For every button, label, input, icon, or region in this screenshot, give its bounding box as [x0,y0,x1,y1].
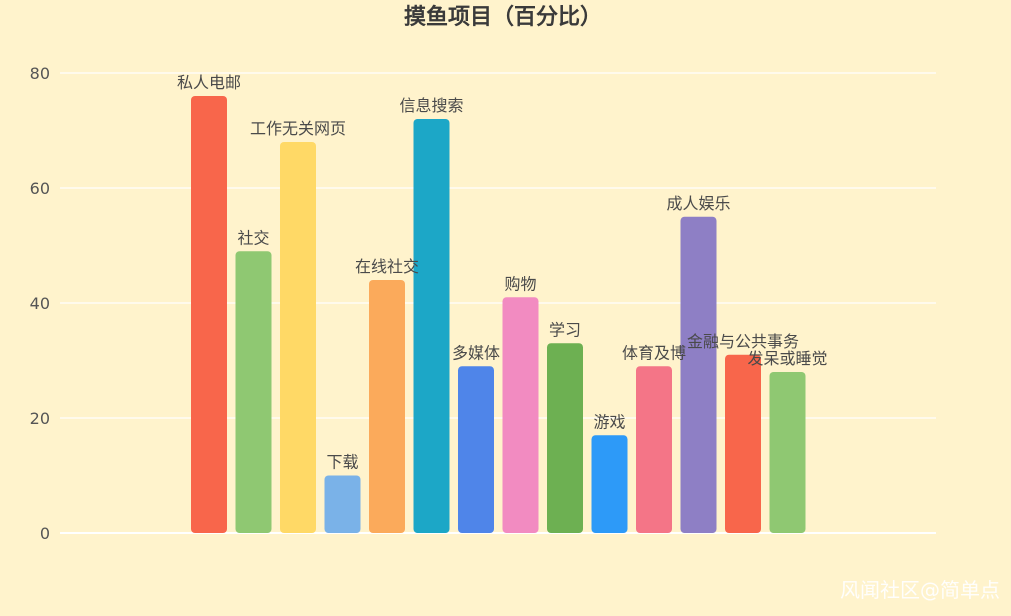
bar-3[interactable] [324,475,361,534]
watermark: 风闻社区@简单点 [840,578,1000,602]
bar-5[interactable] [413,119,450,533]
bar-11[interactable] [680,216,717,533]
bar-2[interactable] [280,142,316,533]
bar-label-0: 私人电邮 [177,73,241,92]
bar-label-7: 购物 [504,274,536,293]
bar-label-2: 工作无关网页 [250,119,346,138]
bar-label-12: 金融与公共事务 [687,332,799,351]
bar-10[interactable] [636,366,672,533]
bar-label-3: 下载 [326,453,358,472]
bar-7[interactable] [502,297,539,533]
bar-6[interactable] [458,366,494,533]
bar-label-5: 信息搜索 [399,96,463,115]
bar-label-10: 体育及博 [622,343,686,362]
y-tick-label: 60 [30,179,50,198]
bar-label-6: 多媒体 [452,343,500,362]
bar-label-8: 学习 [549,320,581,339]
y-axis: 0 20 40 60 80 [30,64,50,543]
bar-12[interactable] [725,354,761,533]
bar-label-11: 成人娱乐 [666,194,730,213]
y-tick-label: 40 [30,294,50,313]
bar-13[interactable] [769,372,806,533]
bar-label-1: 社交 [237,228,269,247]
bar-8[interactable] [547,343,583,533]
bars [191,96,806,533]
bar-label-9: 游戏 [593,412,625,431]
y-tick-label: 80 [30,64,50,83]
y-tick-label: 0 [40,524,50,543]
chart-title: 摸鱼项目（百分比） [404,4,602,30]
y-tick-label: 20 [30,409,50,428]
bar-4[interactable] [369,280,405,533]
bar-1[interactable] [235,251,272,533]
bar-0[interactable] [191,96,227,533]
bar-label-4: 在线社交 [355,257,419,276]
bar-9[interactable] [591,435,628,533]
bar-label-13: 发呆或睡觉 [747,349,827,368]
